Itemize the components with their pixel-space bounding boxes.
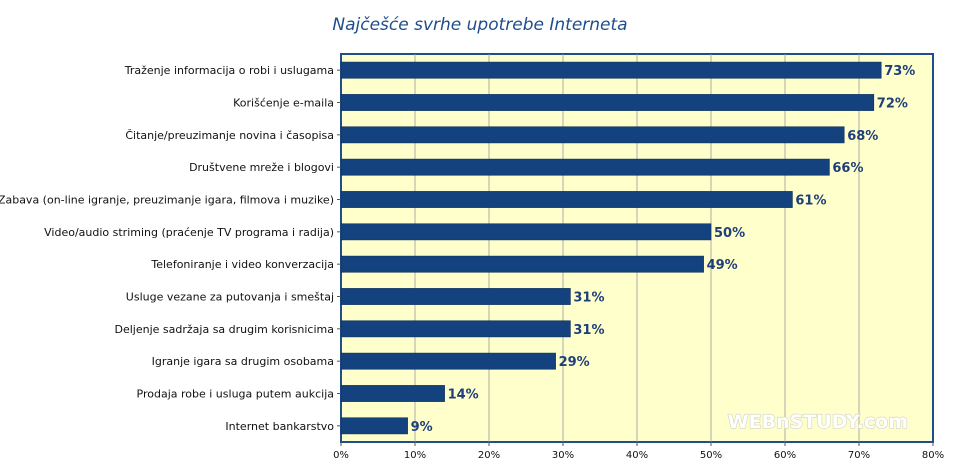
- category-label: Igranje igara sa drugim osobama: [152, 355, 334, 368]
- x-tick-label: 30%: [552, 450, 574, 461]
- bar: [340, 223, 712, 241]
- category-label: Prodaja robe i usluga putem aukcija: [137, 388, 334, 401]
- x-axis: 0% 10% 20% 30% 40% 50% 60% 70% 80%: [333, 442, 944, 461]
- value-label: 72%: [877, 97, 908, 112]
- x-tick-label: 70%: [848, 450, 870, 461]
- category-labels: Traženje informacija o robi i uslugama Ko…: [0, 64, 341, 433]
- category-label: Telefoniranje i video konverzacija: [150, 258, 334, 271]
- category-label: Internet bankarstvo: [225, 420, 334, 433]
- bar: [340, 320, 571, 338]
- category-label: Zabava (on-line igranje, preuzimanje iga…: [0, 194, 334, 207]
- value-label: 68%: [847, 129, 878, 144]
- bar: [340, 94, 875, 111]
- bar: [340, 126, 845, 144]
- value-label: 49%: [707, 258, 738, 273]
- value-label: 50%: [714, 226, 745, 241]
- bar: [340, 255, 704, 273]
- value-label: 9%: [411, 420, 433, 435]
- x-tick-label: 0%: [333, 450, 349, 461]
- value-label: 14%: [448, 388, 479, 403]
- bar: [340, 352, 556, 370]
- x-tick-label: 20%: [478, 450, 500, 461]
- category-label: Deljenje sadržaja sa drugim korisnicima: [115, 323, 335, 336]
- category-label: Korišćenje e-maila: [233, 97, 334, 110]
- category-label: Video/audio striming (praćenje TV progra…: [44, 226, 334, 239]
- category-label: Čitanje/preuzimanje novina i časopisa: [125, 129, 334, 142]
- bar: [340, 385, 445, 402]
- x-tick-label: 10%: [404, 450, 426, 461]
- bars: [340, 61, 882, 435]
- bar: [340, 288, 571, 305]
- bar: [340, 61, 882, 79]
- bar: [340, 191, 793, 208]
- category-label: Društvene mreže i blogovi: [189, 161, 334, 174]
- category-label: Traženje informacija o robi i uslugama: [124, 64, 334, 77]
- chart-title: Najčešće svrhe upotrebe Interneta: [332, 15, 627, 35]
- x-tick-label: 80%: [922, 450, 944, 461]
- watermark-text: WEBnSTUDY.com: [728, 411, 908, 433]
- x-tick-label: 50%: [700, 450, 722, 461]
- x-tick-label: 40%: [626, 450, 648, 461]
- x-tick-label: 60%: [774, 450, 796, 461]
- bar: [340, 158, 830, 176]
- category-label: Usluge vezane za putovanja i smeštaj: [126, 291, 334, 304]
- value-label: 73%: [884, 64, 915, 79]
- gridlines: [414, 54, 860, 442]
- value-label: 29%: [559, 355, 590, 370]
- value-label: 31%: [573, 291, 604, 306]
- bar: [340, 417, 408, 435]
- value-labels: 73% 72% 68% 66% 61% 50% 49% 31% 31% 29% 14% 9%: [411, 64, 916, 435]
- value-label: 66%: [832, 161, 863, 176]
- value-label: 31%: [573, 323, 604, 338]
- value-label: 61%: [795, 194, 826, 209]
